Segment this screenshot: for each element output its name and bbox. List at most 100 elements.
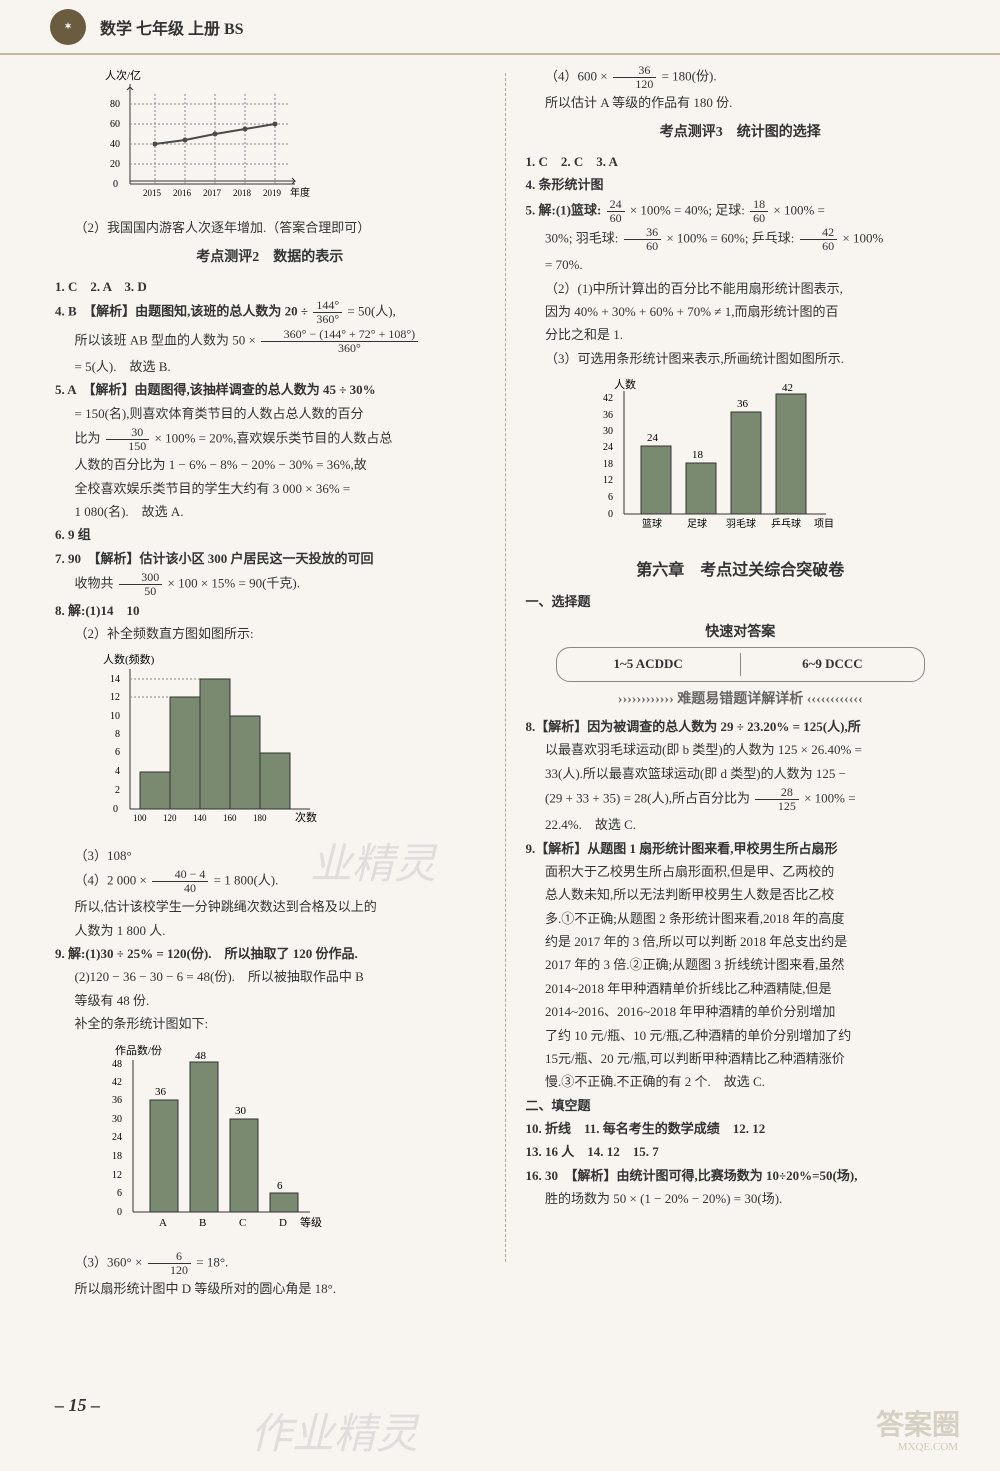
r13: 13. 16 人 14. 12 15. 7 [526, 1141, 956, 1163]
r5j: （3）可选用条形统计图来表示,所画统计图如图所示. [526, 348, 956, 370]
r8: 8.【解析】因为被调查的总人数为 29 ÷ 23.20% = 125(人),所 [526, 716, 956, 738]
svg-text:80: 80 [110, 99, 120, 110]
svg-text:14: 14 [110, 674, 120, 685]
l9a: (2)120 − 36 − 30 − 6 = 48(份). 所以被抽取作品中 B [55, 966, 485, 988]
header-subject: 数学 七年级 上册 BS [100, 15, 244, 39]
svg-text:6: 6 [115, 747, 120, 758]
r9a: 面积大于乙校男生所占扇形面积,但是甲、乙两校的 [526, 861, 956, 883]
answer-banner: 快速对答案 [526, 621, 956, 645]
svg-text:24: 24 [112, 1132, 122, 1143]
svg-text:100: 100 [133, 813, 147, 823]
svg-text:30: 30 [603, 426, 613, 437]
svg-text:人数: 人数 [614, 378, 636, 391]
svg-text:项目: 项目 [814, 518, 834, 530]
l8: 8. 解:(1)14 10 [55, 600, 485, 622]
svg-text:42: 42 [112, 1077, 122, 1088]
svg-text:2017: 2017 [203, 188, 222, 198]
l4cf: 360° − (144° + 72° + 108°)360° [261, 328, 418, 355]
svg-text:0: 0 [117, 1207, 122, 1218]
chart-bar-sports: 人数 0 6 12 18 24 30 36 42 24 [586, 376, 956, 543]
l5: 5. A 【解析】由题图得,该抽样调查的总人数为 45 ÷ 30% [55, 379, 485, 401]
ans-right: 6~9 DCCC [741, 653, 924, 675]
r5c: 30%; 羽毛球: [545, 231, 622, 246]
r4: 4. 条形统计图 [526, 174, 956, 196]
svg-text:48: 48 [112, 1059, 122, 1070]
r9h: 了约 10 元/瓶、10 元/瓶,乙种酒精的单价分别增加了约 [526, 1025, 956, 1047]
svg-text:160: 160 [223, 813, 237, 823]
svg-text:6: 6 [608, 492, 613, 503]
svg-text:40: 40 [110, 139, 120, 150]
r5f: = 70%. [526, 254, 956, 276]
svg-text:2015: 2015 [143, 188, 162, 198]
svg-text:42: 42 [782, 382, 793, 394]
l8a: （2）补全频数直方图如图所示: [55, 623, 485, 645]
svg-text:12: 12 [110, 692, 120, 703]
svg-text:18: 18 [112, 1151, 122, 1162]
l4f: 144°360° [313, 299, 342, 326]
r5: 5. 解:(1)篮球: [526, 202, 605, 217]
svg-text:10: 10 [110, 711, 120, 722]
r16a: 胜的场数为 50 × (1 − 20% − 20%) = 30(场). [526, 1188, 956, 1210]
l8df: 40 − 440 [152, 868, 208, 895]
r1: （4）600 × [545, 69, 611, 84]
r2: 所以估计 A 等级的作品有 180 份. [526, 92, 956, 114]
wavy-title: ›››››››››››› 难题易错题详解详析 ‹‹‹‹‹‹‹‹‹‹‹‹ [526, 688, 956, 712]
ans-left: 1~5 ACDDC [557, 653, 741, 675]
r9d: 约是 2017 年的 3 倍,所以可以判断 2018 年总支出约是 [526, 931, 956, 953]
r9i: 15元/瓶、20 元/瓶,可以判断甲种酒精比乙种酒精涨价 [526, 1048, 956, 1070]
l5e: 全校喜欢娱乐类节目的学生大约有 3 000 × 36% = [55, 478, 485, 500]
svg-text:30: 30 [112, 1114, 122, 1125]
r8c: (29 + 33 + 35) = 28(人),所占百分比为 [545, 791, 753, 806]
svg-text:2: 2 [115, 785, 120, 796]
l8g: 人数为 1 800 人. [55, 920, 485, 942]
section-title-1: 考点测评2 数据的表示 [55, 246, 485, 270]
chart-line-tourists: 人次/亿 0 20 40 [95, 69, 485, 211]
r9g: 2014~2016、2016~2018 年甲种酒精的单价分别增加 [526, 1001, 956, 1023]
svg-text:36: 36 [737, 398, 749, 410]
page-number: – 15 – [55, 1395, 100, 1416]
footer-logo: 答案圈 [876, 1403, 960, 1443]
chapter-title: 第六章 考点过关综合突破卷 [526, 557, 956, 585]
svg-text:乒乓球: 乒乓球 [771, 517, 801, 530]
l9df: 6120 [148, 1250, 192, 1277]
l8d-line: （4）2 000 × 40 − 440 = 1 800(人). [55, 868, 485, 895]
l4: 4. B 【解析】由题图知,该班的总人数为 20 ÷ [55, 304, 311, 319]
r8c-line: (29 + 33 + 35) = 28(人),所占百分比为 28125 × 10… [526, 786, 956, 813]
svg-text:48: 48 [195, 1050, 207, 1062]
chart-bar-grades: 作品数/份 0 6 12 18 24 30 36 42 48 [95, 1042, 485, 1244]
svg-text:0: 0 [608, 509, 613, 520]
r5a: × 100% = 40%; 足球: [630, 202, 748, 217]
r5h: 因为 40% + 30% + 60% + 70% ≠ 1,而扇形统计图的百 [526, 301, 956, 323]
r5d: × 100% = 60%; 乒乓球: [666, 231, 797, 246]
svg-text:2018: 2018 [233, 188, 252, 198]
svg-text:18: 18 [603, 459, 613, 470]
l4b: = 50(人), [347, 304, 396, 319]
r5-line2: 30%; 羽毛球: 3660 × 100% = 60%; 乒乓球: 4260 ×… [526, 226, 956, 253]
r9: 9.【解析】从题图 1 扇形统计图来看,甲校男生所占扇形 [526, 838, 956, 860]
svg-text:12: 12 [603, 475, 613, 486]
l8c: （3）108° [55, 845, 485, 867]
r8cf: 28125 [755, 786, 799, 813]
svg-text:18: 18 [692, 449, 704, 461]
r5f2: 1860 [750, 198, 768, 225]
svg-text:4: 4 [115, 766, 120, 777]
svg-text:42: 42 [603, 393, 613, 404]
l9d-line: （3）360° × 6120 = 18°. [55, 1250, 485, 1277]
l5f: 1 080(名). 故选 A. [55, 501, 485, 523]
r5i: 分比之和是 1. [526, 324, 956, 346]
svg-text:羽毛球: 羽毛球 [726, 517, 756, 530]
svg-text:D: D [279, 1217, 287, 1229]
sect2: 二、填空题 [526, 1095, 956, 1117]
l9e: = 18°. [196, 1255, 228, 1270]
r10: 10. 折线 11. 每名考生的数学成绩 12. 12 [526, 1118, 956, 1140]
content-columns: 人次/亿 0 20 40 [0, 55, 1000, 1302]
svg-text:140: 140 [193, 813, 207, 823]
svg-text:6: 6 [117, 1188, 122, 1199]
r16: 16. 30 【解析】由统计图可得,比赛场数为 10÷20%=50(场), [526, 1165, 956, 1187]
svg-text:2019: 2019 [263, 188, 282, 198]
r8a: 以最喜欢羽毛球运动(即 b 类型)的人数为 125 × 26.40% = [526, 739, 956, 761]
svg-text:36: 36 [155, 1086, 167, 1098]
svg-text:6: 6 [277, 1180, 283, 1192]
book-logo-icon: ✶ [50, 9, 86, 45]
svg-text:篮球: 篮球 [642, 517, 662, 530]
